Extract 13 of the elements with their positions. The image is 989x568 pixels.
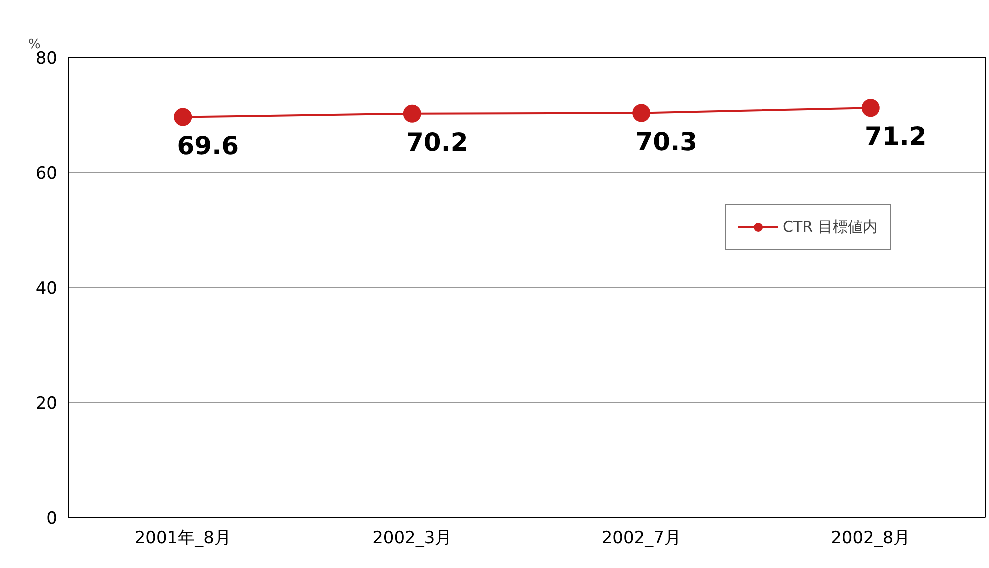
x-tick-label: 2002_3月 <box>372 528 452 548</box>
y-tick-label: 60 <box>36 164 58 184</box>
y-tick-label: 40 <box>36 279 58 299</box>
y-tick-label: 20 <box>36 394 58 414</box>
data-label: 69.6 <box>177 131 239 160</box>
x-tick-label: 2002_8月 <box>831 528 911 548</box>
data-label: 71.2 <box>865 122 927 152</box>
x-tick-label: 2001年_8月 <box>134 528 232 548</box>
legend-label: CTR 目標値内 <box>783 218 878 236</box>
y-tick-label: 0 <box>46 509 58 529</box>
data-label: 70.2 <box>406 128 468 157</box>
x-tick-label: 2002_7月 <box>602 528 682 548</box>
data-label: 70.3 <box>636 127 698 156</box>
